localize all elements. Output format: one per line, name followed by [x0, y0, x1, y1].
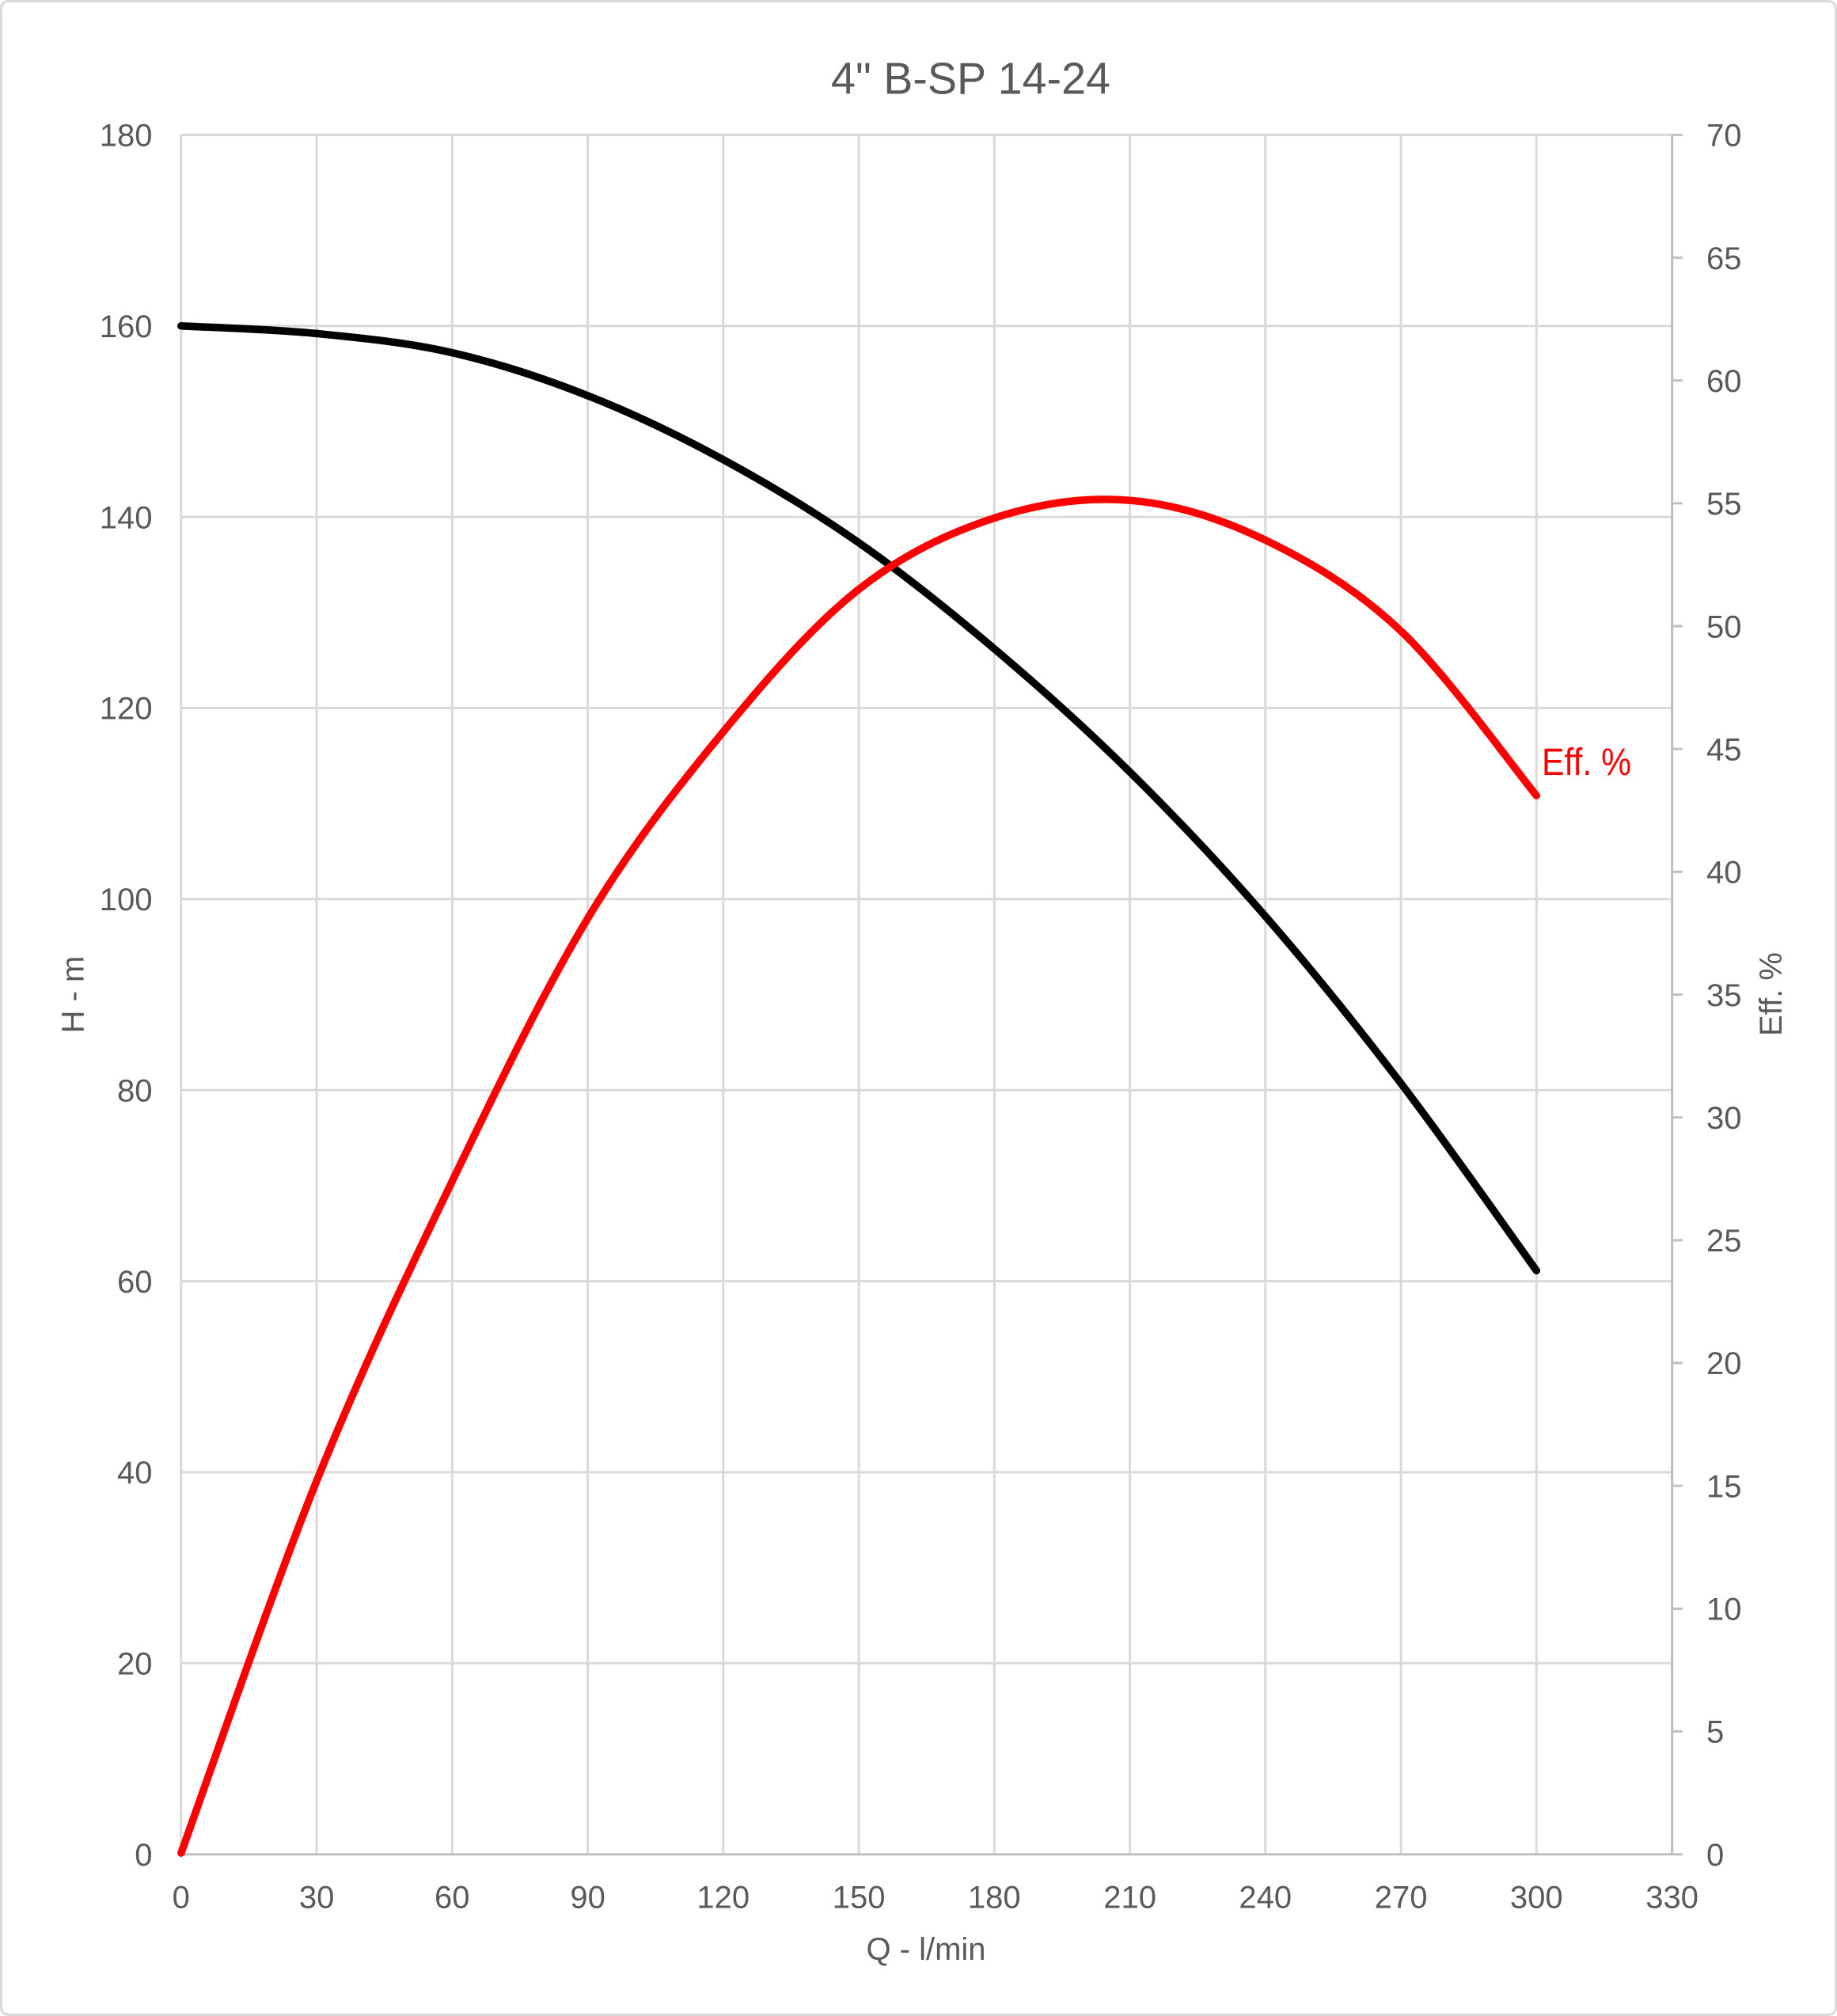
svg-text:160: 160	[100, 309, 153, 344]
svg-text:H - m: H - m	[56, 956, 91, 1034]
svg-text:210: 210	[1103, 1880, 1156, 1915]
svg-text:60: 60	[435, 1880, 470, 1915]
svg-text:10: 10	[1706, 1593, 1742, 1627]
svg-text:35: 35	[1706, 978, 1742, 1013]
svg-text:240: 240	[1239, 1880, 1292, 1915]
svg-text:270: 270	[1375, 1880, 1428, 1915]
svg-text:Eff. %: Eff. %	[1754, 952, 1789, 1036]
svg-text:0: 0	[135, 1838, 152, 1873]
svg-text:120: 120	[696, 1880, 750, 1915]
svg-text:55: 55	[1706, 487, 1742, 522]
svg-text:140: 140	[100, 500, 153, 535]
svg-text:150: 150	[833, 1880, 886, 1915]
svg-text:80: 80	[117, 1073, 153, 1108]
svg-text:30: 30	[299, 1880, 335, 1915]
svg-text:40: 40	[1706, 856, 1742, 890]
svg-text:180: 180	[100, 119, 153, 154]
svg-text:15: 15	[1706, 1469, 1742, 1504]
svg-text:40: 40	[117, 1456, 153, 1490]
svg-text:Q - l/min: Q - l/min	[866, 1932, 985, 1967]
svg-text:300: 300	[1510, 1880, 1563, 1915]
svg-text:120: 120	[100, 692, 153, 727]
svg-text:45: 45	[1706, 732, 1742, 767]
svg-text:4" B-SP 14-24: 4" B-SP 14-24	[831, 54, 1110, 104]
svg-text:20: 20	[1706, 1346, 1742, 1381]
svg-text:30: 30	[1706, 1101, 1742, 1136]
svg-text:60: 60	[1706, 364, 1742, 399]
svg-text:25: 25	[1706, 1224, 1742, 1259]
svg-text:50: 50	[1706, 609, 1742, 644]
svg-text:330: 330	[1645, 1880, 1698, 1915]
svg-text:20: 20	[117, 1647, 153, 1682]
svg-text:60: 60	[117, 1265, 153, 1300]
svg-text:Eff. %: Eff. %	[1542, 742, 1631, 784]
svg-text:90: 90	[570, 1880, 605, 1915]
svg-text:5: 5	[1706, 1715, 1724, 1750]
svg-text:0: 0	[1706, 1838, 1724, 1873]
svg-text:180: 180	[968, 1880, 1021, 1915]
svg-text:0: 0	[173, 1880, 190, 1915]
svg-text:100: 100	[100, 883, 153, 917]
svg-text:70: 70	[1706, 119, 1742, 154]
svg-text:65: 65	[1706, 241, 1742, 276]
